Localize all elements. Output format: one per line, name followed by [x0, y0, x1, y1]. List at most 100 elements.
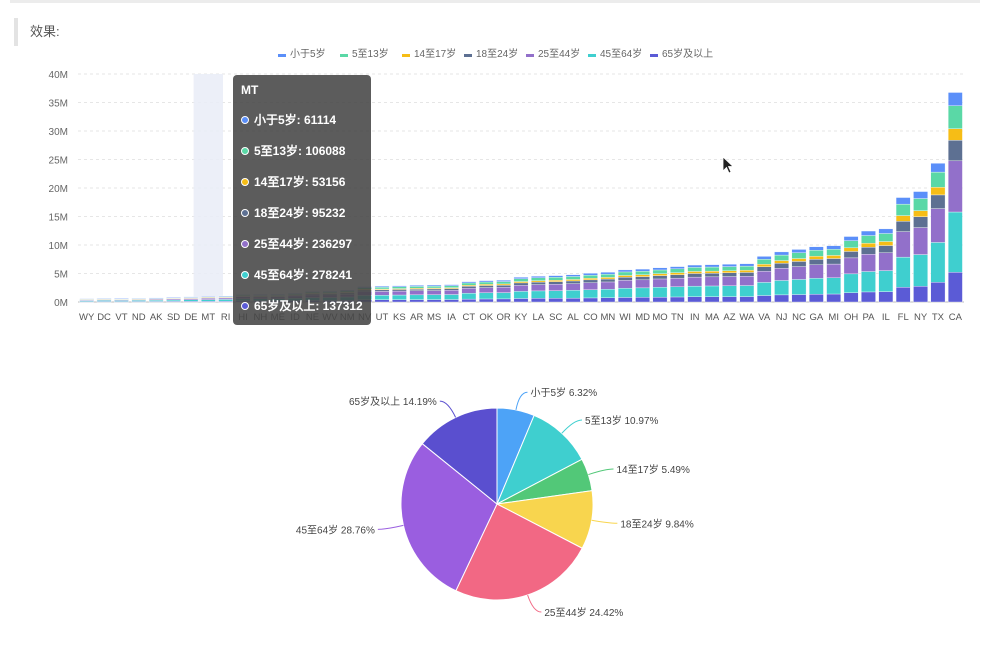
x-tick-label: NC: [792, 312, 806, 323]
bar-stack: [687, 264, 703, 303]
legend-marker: [526, 54, 534, 57]
y-tick-label: 25M: [49, 156, 68, 167]
bar-segment: [895, 231, 911, 258]
bar-segment: [617, 297, 633, 303]
bar-segment: [652, 287, 668, 298]
bar-segment: [948, 105, 963, 129]
bar-stack: [96, 298, 112, 303]
bar-stack: [148, 297, 164, 303]
bar-segment: [913, 254, 928, 287]
bar-segment: [861, 235, 876, 244]
bar-segment: [583, 273, 598, 276]
bar-segment: [861, 247, 876, 255]
bar-segment: [444, 294, 459, 300]
bar-segment: [861, 271, 876, 293]
bar-segment: [739, 272, 755, 277]
y-tick-label: 10M: [49, 241, 68, 252]
tooltip-dot-icon: [241, 146, 249, 155]
tooltip-dot-icon: [241, 270, 249, 279]
bar-segment: [774, 280, 789, 296]
bar-segment: [670, 274, 685, 279]
bar-segment: [687, 296, 703, 303]
bar-segment: [496, 281, 511, 285]
x-tick-label: TN: [671, 312, 684, 323]
tooltip-row-label: 65岁及以上: 137312: [254, 299, 363, 313]
bar-segment: [670, 268, 685, 273]
chart-tooltip: MT 小于5岁: 61114 5至13岁: 106088 14至17岁: 53156…: [233, 75, 371, 325]
bar-segment: [496, 292, 511, 300]
x-tick-label: IN: [690, 312, 700, 323]
bar-segment: [774, 251, 789, 256]
tooltip-row: 18至24岁: 95232: [241, 197, 363, 228]
bar-segment: [531, 280, 546, 283]
bar-segment: [409, 286, 425, 289]
bar-segment: [409, 285, 425, 287]
bar-segment: [374, 291, 390, 296]
bar-segment: [531, 277, 546, 281]
bar-segment: [218, 297, 233, 300]
bar-stack: [114, 298, 129, 303]
bar-segment: [930, 194, 946, 209]
x-tick-label: LA: [533, 312, 545, 323]
tooltip-row: 14至17岁: 53156: [241, 166, 363, 197]
bar-segment: [791, 258, 807, 262]
bar-segment: [652, 278, 668, 288]
bar-segment: [617, 269, 633, 273]
section-heading: 效果:: [14, 18, 60, 46]
tooltip-dot-icon: [241, 177, 249, 186]
pie-slice: [495, 490, 594, 549]
bar-segment: [548, 277, 564, 281]
bar-segment: [583, 297, 598, 303]
bar-stack: [861, 230, 876, 303]
x-tick-label: MD: [635, 312, 650, 323]
bar-segment: [478, 285, 494, 288]
x-tick-label: WA: [739, 312, 755, 323]
bar-segment: [409, 290, 425, 296]
bar-segment: [913, 210, 928, 217]
bar-stack: [513, 277, 529, 303]
bar-segment: [583, 289, 598, 299]
bar-stack: [913, 191, 928, 303]
tooltip-row-label: 小于5岁: 61114: [254, 113, 337, 127]
bar-segment: [444, 299, 459, 303]
bar-segment: [548, 275, 564, 278]
bar-stack: [948, 92, 963, 303]
bar-stack: [565, 274, 581, 303]
bar-segment: [791, 252, 807, 259]
bar-segment: [548, 281, 564, 285]
bar-segment: [704, 276, 720, 287]
bar-segment: [548, 298, 564, 303]
bar-segment: [809, 246, 824, 251]
bar-segment: [583, 274, 598, 279]
pie-leader-line: [527, 594, 542, 613]
pie-leader-line: [515, 391, 528, 410]
bar-stack: [374, 286, 390, 303]
bar-stack: [166, 297, 181, 303]
bar-segment: [687, 276, 703, 287]
bar-segment: [861, 254, 876, 272]
legend-label: 25至44岁: [538, 47, 580, 60]
stacked-bar-chart[interactable]: 小于5岁 5至13岁 14至17岁 18至24岁 25至44岁 45至64岁 65岁及以上 0…: [0, 45, 1004, 345]
bar-segment: [635, 274, 650, 277]
bar-segment: [948, 92, 963, 106]
bar-segment: [895, 221, 911, 232]
bar-segment: [739, 265, 755, 271]
bar-segment: [843, 273, 859, 293]
tooltip-dot-icon: [241, 115, 249, 124]
bar-stack: [444, 284, 459, 303]
bar-stack: [704, 264, 720, 303]
bar-segment: [513, 281, 529, 284]
x-tick-label: RI: [221, 312, 231, 323]
pie-slice: [421, 407, 498, 506]
bar-segment: [704, 272, 720, 278]
bar-segment: [635, 297, 650, 303]
bar-segment: [392, 299, 407, 303]
bar-segment: [930, 208, 946, 243]
x-tick-label: MO: [652, 312, 667, 323]
bar-segment: [913, 227, 928, 255]
bar-segment: [756, 282, 772, 296]
pie-label: 25至44岁 24.42%: [544, 606, 623, 619]
bar-segment: [392, 286, 407, 289]
bar-segment: [565, 279, 581, 282]
bar-segment: [913, 216, 928, 228]
